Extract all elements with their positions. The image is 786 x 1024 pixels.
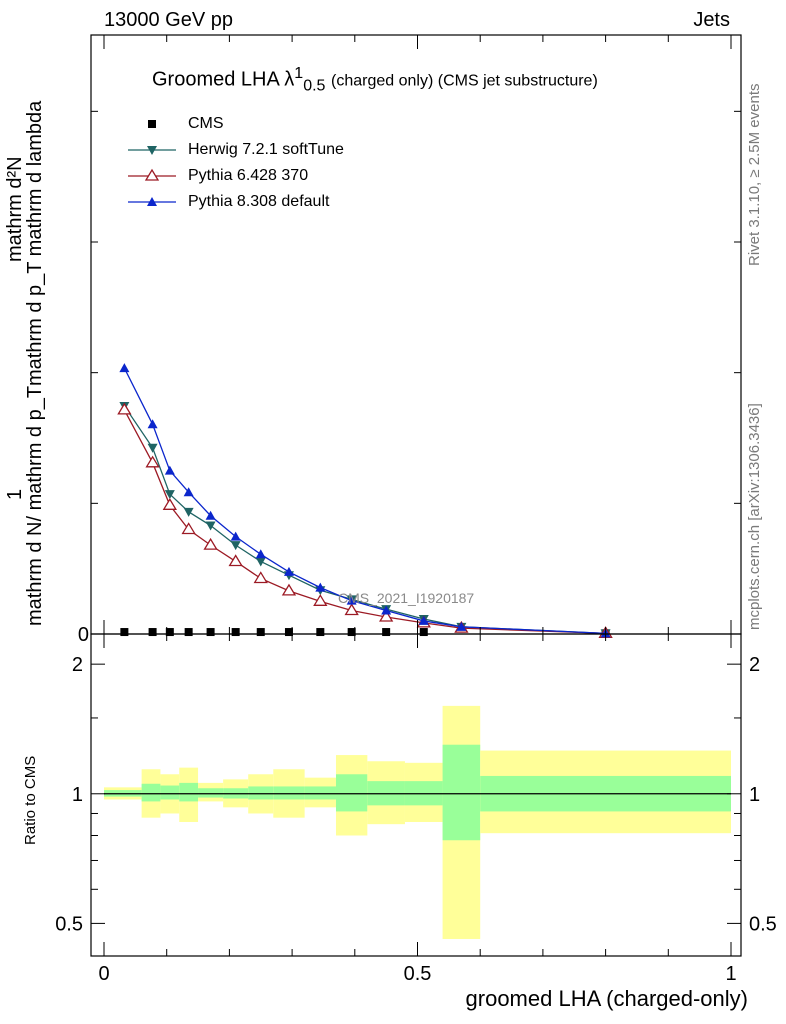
series-1-point-1 (147, 443, 158, 453)
analysis-watermark: CMS_2021_I1920187 (338, 590, 475, 606)
process-label: Jets (693, 9, 730, 31)
series-2-point-5 (228, 554, 243, 567)
ratio-band-inner-9 (335, 774, 368, 812)
series-2-point-2 (162, 498, 177, 510)
series-3-point-11 (418, 615, 429, 625)
series-3-point-5 (230, 531, 241, 541)
axes-frame: 0500010000150002000025000300003500040000… (55, 34, 777, 985)
legend-marker-1 (147, 146, 157, 155)
legend-label-pythia6: Pythia 6.428 370 (188, 167, 309, 184)
series-0-point-8 (316, 628, 325, 637)
series-2-point-9 (344, 603, 359, 616)
series-0-point-1 (148, 628, 157, 637)
chart-title-sup: 1 (294, 65, 304, 82)
series-line-1 (123, 405, 606, 634)
legend-marker-3 (147, 197, 157, 206)
ratio-band-inner-2 (160, 785, 180, 800)
series-3-point-3 (183, 487, 194, 497)
series-3-point-9 (346, 595, 357, 605)
series-1-point-4 (205, 521, 216, 531)
series-2-point-3 (181, 522, 196, 535)
ratio-band-inner-8 (304, 786, 336, 800)
series-3-point-1 (147, 419, 158, 429)
rivet-version-label: Rivet 3.1.10, ≥ 2.5M events (746, 83, 763, 267)
x-tick-label-0: 0 (98, 963, 109, 985)
series-3-point-2 (164, 465, 175, 475)
series-0-point-2 (165, 628, 174, 637)
ratio-band-inner-1 (141, 783, 161, 802)
x-tick-label-2: 1 (725, 963, 736, 985)
series-2-point-10 (379, 609, 394, 622)
y-axis-label-line-4: mathrm d p_T mathrm d lambda (24, 100, 46, 386)
ratio-band-inner-7 (273, 786, 305, 800)
series-3-point-8 (315, 582, 326, 592)
series-0-point-3 (184, 628, 193, 637)
series-2-point-4 (203, 537, 218, 550)
series-2-point-7 (281, 583, 297, 596)
chart-title: Groomed LHA λ10.5 (charged only) (CMS je… (152, 65, 598, 96)
mcplots-label: mcplots.cern.ch [arXiv:1306.3436] (746, 403, 763, 630)
series-2-point-8 (313, 594, 328, 606)
legend-marker-0 (148, 120, 156, 128)
energy-label: 13000 GeV pp (104, 9, 233, 31)
series-0-point-4 (206, 628, 215, 637)
legend-label-cms: CMS (188, 115, 224, 132)
series-2-point-6 (253, 571, 268, 584)
ratio-ytick-label-right-1: 1 (749, 784, 760, 806)
chart-title-suffix: (charged only) (CMS jet substructure) (331, 72, 598, 90)
series-3-point-12 (456, 621, 467, 631)
series-1-point-2 (164, 490, 175, 500)
ratio-ytick-label-left-2: 2 (72, 654, 83, 676)
x-tick-label-1: 0.5 (404, 963, 432, 985)
series-0-point-7 (284, 628, 293, 637)
legend-label-pythia8: Pythia 8.308 default (188, 193, 330, 210)
ratio-band-inner-4 (198, 788, 224, 798)
series-0-point-6 (256, 628, 265, 637)
series-3-point-0 (119, 363, 130, 373)
legend-markers (128, 120, 176, 206)
ratio-y-axis-label: Ratio to CMS (22, 755, 39, 845)
legend-label-herwig: Herwig 7.2.1 softTune (188, 141, 344, 158)
y-axis-label-line-2: mathrm d N/ mathrm d p_T (24, 385, 46, 626)
series-2-point-1 (145, 455, 160, 468)
series-1-point-5 (230, 541, 241, 551)
ratio-ytick-label-left-0: 0.5 (55, 913, 83, 935)
ratio-ytick-label-right-0: 0.5 (749, 913, 777, 935)
ratio-band-inner-6 (248, 786, 274, 800)
series-0-point-11 (419, 628, 428, 637)
main-series-layer (117, 363, 613, 639)
series-0-point-9 (347, 628, 356, 637)
series-3-point-6 (255, 549, 266, 559)
main-ytick-label-0: 0 (78, 624, 89, 646)
series-3-point-7 (283, 566, 294, 576)
legend-marker-2 (144, 168, 160, 181)
ratio-ytick-label-right-2: 2 (749, 654, 760, 676)
chart-title-text: Groomed LHA (152, 68, 279, 91)
series-3-point-4 (205, 510, 216, 520)
ratio-plot-area (104, 705, 731, 939)
ratio-frame (90, 633, 742, 957)
series-0-point-0 (120, 628, 129, 637)
series-3-point-10 (381, 605, 392, 615)
ratio-band-inner-3 (179, 782, 199, 802)
x-axis-label: groomed LHA (charged-only) (465, 986, 748, 1011)
series-2-point-0 (117, 402, 132, 415)
series-1-point-3 (183, 507, 194, 517)
ratio-ytick-label-left-1: 1 (72, 784, 83, 806)
chart-title-symbol: λ (284, 68, 295, 91)
series-0-point-10 (382, 628, 391, 637)
series-0-point-5 (231, 628, 240, 637)
chart-title-sub: 0.5 (303, 77, 326, 95)
ratio-band-inner-12 (442, 744, 481, 841)
series-1-point-6 (255, 557, 266, 567)
